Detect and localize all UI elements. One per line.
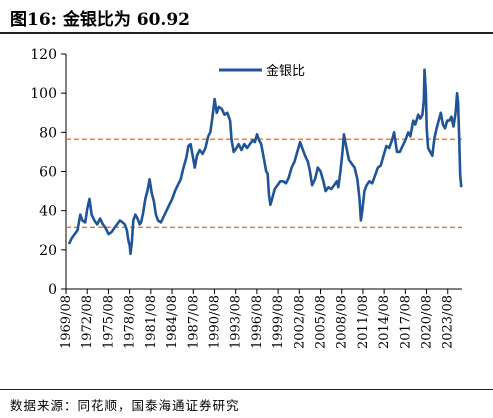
x-tick-label: 2014/08	[377, 295, 392, 349]
title-rule	[0, 32, 493, 34]
source-note: 数据来源：同花顺，国泰海通证券研究	[10, 398, 240, 413]
x-tick-label: 2020/08	[420, 295, 435, 349]
x-tick-label: 1996/08	[250, 295, 265, 349]
y-axis-ticks: 0 20 40 60 80 100 120	[30, 47, 66, 298]
x-axis-ticks: 1969/08 1972/08 1975/08 1978/08 1981/08 1984/…	[59, 289, 456, 349]
x-tick-label: 2008/08	[335, 295, 350, 349]
x-tick-label: 1984/08	[165, 295, 180, 349]
x-tick-label: 1969/08	[59, 295, 74, 349]
x-tick-label: 1975/08	[101, 295, 116, 349]
x-tick-label: 2002/08	[292, 295, 307, 349]
y-tick-label: 80	[39, 125, 57, 141]
footer-rule	[0, 389, 493, 390]
x-tick-label: 2011/08	[356, 295, 371, 349]
x-tick-label: 1981/08	[144, 295, 159, 349]
y-tick-label: 120	[30, 47, 57, 63]
x-tick-label: 1990/08	[207, 295, 222, 349]
y-tick-label: 40	[39, 204, 57, 220]
x-tick-label: 1993/08	[229, 295, 244, 349]
legend: 金银比	[219, 63, 305, 79]
x-tick-label: 2017/08	[398, 295, 413, 349]
x-tick-label: 1999/08	[271, 295, 286, 349]
gold-silver-ratio-chart: 0 20 40 60 80 100 120 1969/08 1972/08 1975/08 197…	[30, 47, 463, 349]
x-tick-label: 1972/08	[80, 295, 95, 349]
figure-title: 图16: 金银比为 60.92	[10, 10, 191, 30]
x-tick-label: 2005/08	[314, 295, 329, 349]
series-line	[67, 68, 463, 256]
y-tick-label: 0	[48, 282, 57, 298]
title-bar: 图16: 金银比为 60.92	[0, 0, 493, 34]
x-tick-label: 1987/08	[186, 295, 201, 349]
y-tick-label: 20	[39, 243, 57, 259]
legend-label: 金银比	[266, 63, 305, 79]
x-tick-label: 2023/08	[441, 295, 456, 349]
y-tick-label: 60	[39, 165, 57, 181]
x-tick-label: 1978/08	[123, 295, 138, 349]
y-tick-label: 100	[30, 86, 57, 102]
